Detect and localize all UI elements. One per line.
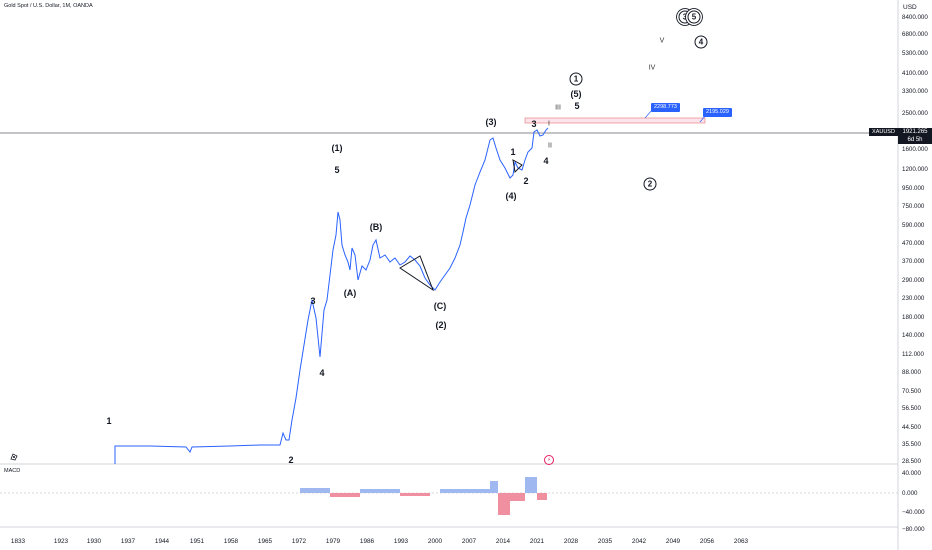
x-tick: 1937 — [120, 538, 136, 545]
y-tick: 88.000 — [902, 369, 921, 376]
wave-label: 3 — [531, 119, 537, 129]
target-connector-1 — [644, 109, 653, 119]
y-tick: 44.500 — [902, 424, 921, 431]
wave-label: (C) — [433, 301, 447, 311]
y-tick: 2500.000 — [902, 110, 928, 117]
macd-tick: 40.000 — [902, 470, 921, 477]
wave-label: (A) — [343, 288, 357, 298]
y-tick: 290.000 — [902, 277, 925, 284]
y-tick: 112.000 — [902, 351, 924, 358]
y-tick: 140.000 — [902, 332, 925, 339]
x-tick: 2056 — [699, 538, 715, 545]
wave-label: 2 — [523, 176, 529, 186]
wave-label: (B) — [369, 222, 383, 232]
wave-label: 1 — [510, 147, 516, 157]
wave-label: 3 — [310, 296, 316, 306]
y-tick: 8400.000 — [902, 14, 928, 21]
x-tick: 1965 — [257, 538, 273, 545]
y-tick: 3300.000 — [902, 88, 928, 95]
target-zone — [524, 117, 706, 124]
y-tick: 4100.000 — [902, 70, 928, 77]
circled-wave-label: 4 — [694, 35, 708, 49]
x-tick: 2042 — [631, 538, 647, 545]
triangle-drawing-1 — [399, 255, 435, 292]
x-tick: 1979 — [325, 538, 341, 545]
gold-price-line — [114, 127, 549, 464]
y-tick: 370.000 — [902, 258, 925, 265]
wave-label: (1) — [331, 143, 343, 153]
x-tick: 1951 — [189, 538, 205, 545]
x-tick: 2021 — [529, 538, 545, 545]
macd-tick: 0.000 — [902, 490, 918, 497]
gear-icon[interactable] — [8, 450, 20, 462]
macd-tick: −40.000 — [902, 509, 925, 516]
symbol-badge: XAUUSD — [869, 128, 898, 136]
wave-label: 5 — [334, 165, 340, 175]
x-tick: 2007 — [461, 538, 477, 545]
target-label-2[interactable]: 2195.029 — [703, 108, 732, 117]
y-tick: 70.500 — [902, 388, 921, 395]
x-tick: 1993 — [393, 538, 409, 545]
price-axis[interactable]: USD 8400.000 6800.000 5300.000 4100.000 … — [898, 0, 932, 550]
circled-wave-label: 2 — [643, 177, 657, 191]
x-tick: 2035 — [597, 538, 613, 545]
macd-histogram — [0, 477, 898, 515]
macd-tick: −80.000 — [902, 526, 925, 533]
y-tick: 590.000 — [902, 222, 925, 229]
x-tick: 1958 — [223, 538, 239, 545]
circled-wave-label: 5 — [687, 10, 701, 24]
y-tick: 750.000 — [902, 203, 925, 210]
y-tick: 28.500 — [902, 458, 921, 465]
x-tick: 1986 — [359, 538, 375, 545]
y-tick: 5300.000 — [902, 50, 928, 57]
wave-label: 4 — [543, 156, 549, 166]
wave-label: IV — [648, 64, 656, 72]
x-tick: 2049 — [665, 538, 681, 545]
y-tick: 230.000 — [902, 295, 925, 302]
currency-label: USD — [903, 4, 917, 11]
x-tick: 2014 — [495, 538, 511, 545]
y-tick: 1600.000 — [902, 146, 928, 153]
x-tick: 1833 — [10, 538, 26, 545]
x-tick: 2063 — [733, 538, 749, 545]
wave-label: (4) — [505, 191, 517, 201]
y-tick: 470.000 — [902, 240, 925, 247]
x-tick: 2028 — [563, 538, 579, 545]
wave-label: III — [555, 104, 561, 112]
x-tick: 1923 — [53, 538, 69, 545]
last-price-badge: 1921.265 6d 5h — [898, 128, 932, 144]
wave-label: 1 — [106, 416, 112, 426]
wave-label: 2 — [288, 455, 294, 465]
y-tick: 1200.000 — [902, 166, 928, 173]
wave-label: (3) — [485, 117, 497, 127]
triangle-drawing-2 — [512, 159, 523, 174]
y-tick: 180.000 — [902, 314, 925, 321]
last-price-value: 1921.265 — [902, 129, 928, 135]
countdown: 6d 5h — [907, 137, 923, 143]
y-tick: 950.000 — [902, 185, 925, 192]
wave-label: (5) — [570, 89, 582, 99]
x-tick: 1930 — [86, 538, 102, 545]
flag-icon[interactable]: ⚡ — [544, 455, 554, 465]
macd-label: MACD — [4, 468, 21, 474]
y-tick: 6800.000 — [902, 31, 928, 38]
wave-label: (2) — [435, 320, 447, 330]
y-tick: 56.500 — [902, 405, 921, 412]
x-tick: 1944 — [154, 538, 170, 545]
circled-wave-label: 1 — [569, 72, 583, 86]
y-tick: 35.500 — [902, 441, 921, 448]
x-tick: 2000 — [427, 538, 443, 545]
wave-label: II — [548, 142, 552, 150]
target-label-1[interactable]: 2298.773 — [651, 103, 680, 112]
wave-label: V — [659, 37, 665, 45]
x-tick: 1972 — [291, 538, 307, 545]
wave-label: 5 — [574, 101, 580, 111]
symbol-title: Gold Spot / U.S. Dollar, 1M, OANDA — [4, 3, 93, 9]
wave-label: 4 — [319, 368, 325, 378]
wave-label: I — [548, 120, 550, 128]
